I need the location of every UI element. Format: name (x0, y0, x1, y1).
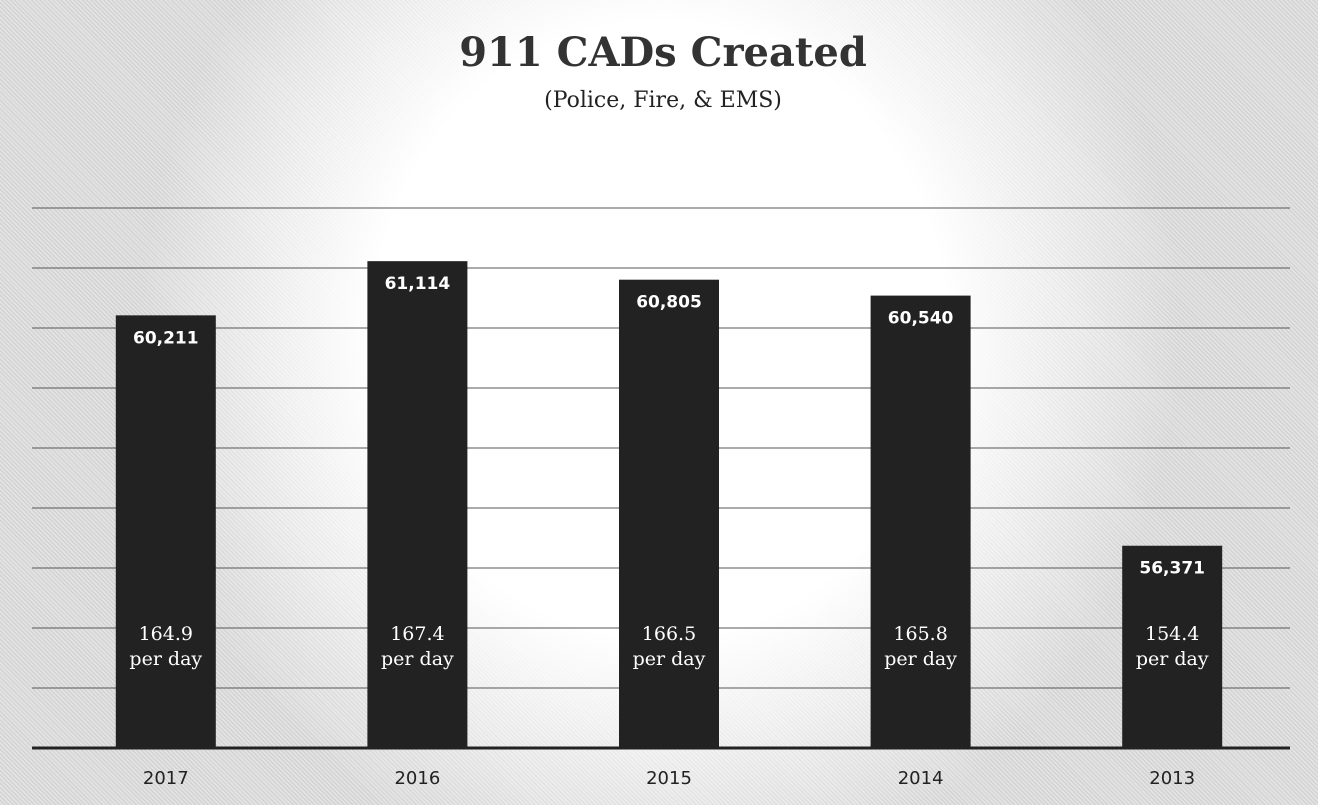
x-tick-label: 2016 (394, 768, 440, 789)
bar-2015 (619, 279, 719, 748)
category-labels: 2017 2016 2015 2014 2013 (143, 768, 1195, 789)
per-day-value: 167.4 (390, 623, 444, 645)
bar-value-label: 60,540 (888, 309, 954, 329)
bar-value-label: 60,211 (133, 328, 199, 348)
bar-value-label: 61,114 (385, 274, 451, 294)
x-tick-label: 2017 (143, 768, 189, 789)
chart-subtitle: (Police, Fire, & EMS) (544, 88, 782, 113)
bar-2013 (1122, 545, 1223, 748)
per-day-value: 154.4 (1145, 623, 1199, 645)
per-day-unit: per day (633, 648, 706, 670)
bar-2016 (367, 261, 468, 748)
bar-value-label: 60,805 (636, 293, 702, 313)
bars: 60,211 164.9 per day 61,114 167.4 per day 60,8… (115, 261, 1223, 748)
per-day-value: 165.8 (893, 623, 947, 645)
x-tick-label: 2015 (646, 768, 692, 789)
per-day-value: 164.9 (139, 623, 193, 645)
bar-2017 (115, 315, 216, 748)
per-day-unit: per day (884, 648, 957, 670)
per-day-unit: per day (129, 648, 202, 670)
chart-title: 911 CADs Created (459, 29, 867, 76)
per-day-unit: per day (381, 648, 454, 670)
x-tick-label: 2013 (1149, 768, 1195, 789)
bar-2014 (870, 295, 971, 748)
per-day-unit: per day (1136, 648, 1209, 670)
x-tick-label: 2014 (898, 768, 944, 789)
bar-value-label: 56,371 (1139, 559, 1205, 579)
per-day-value: 166.5 (642, 623, 696, 645)
